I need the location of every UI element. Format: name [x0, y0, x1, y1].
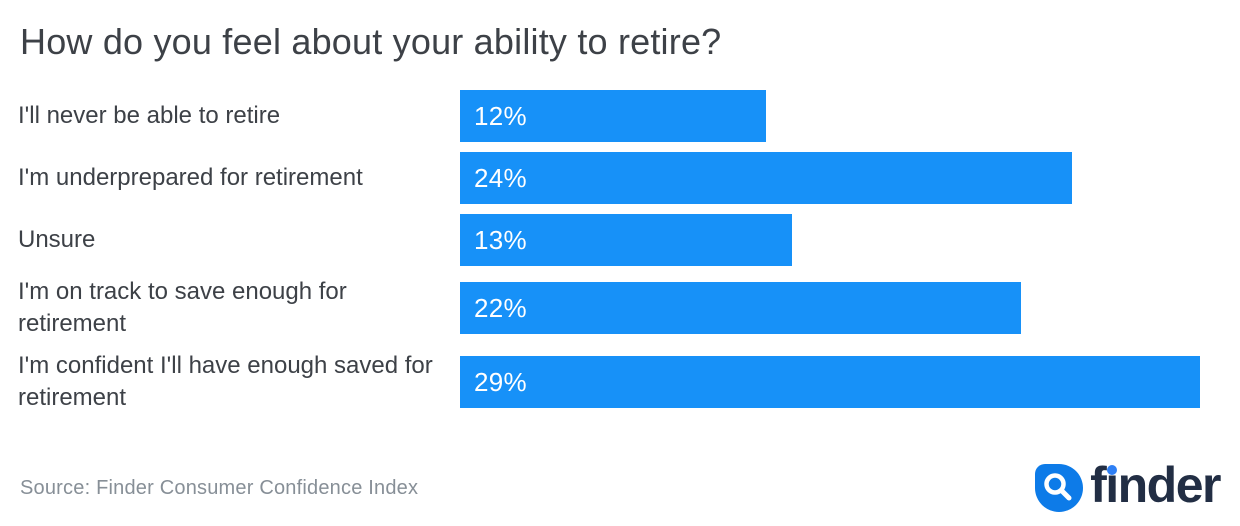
value-label: 29% [474, 366, 527, 397]
magnifier-drop-icon [1035, 464, 1084, 512]
category-label: I'll never be able to retire [18, 102, 281, 129]
category-label: I'm confident I'll have enough saved for… [18, 352, 433, 411]
chart-title: How do you feel about your ability to re… [20, 21, 722, 62]
category-label: I'm underprepared for retirement [18, 164, 363, 191]
wordmark-part: f [1090, 457, 1107, 513]
value-label: 12% [474, 100, 527, 131]
bar-area: 12% [460, 90, 1240, 142]
bar-area: 13% [460, 214, 1240, 266]
bar-chart: I'll never be able to retire 12% I'm under… [0, 90, 1240, 414]
bar: 24% [460, 152, 1072, 204]
wordmark-part: nder [1117, 457, 1222, 513]
value-label: 22% [474, 292, 527, 323]
bar-area: 22% [460, 282, 1240, 334]
category-label: Unsure [18, 226, 96, 253]
chart-row: Unsure 13% [0, 214, 1240, 266]
value-label: 13% [474, 224, 527, 255]
i-dot [1107, 465, 1118, 475]
chart-row: I'm on track to save enough for retireme… [0, 276, 1240, 340]
footer: Source: Finder Consumer Confidence Index… [0, 460, 1240, 512]
value-label: 24% [474, 162, 527, 193]
chart-row: I'll never be able to retire 12% [0, 90, 1240, 142]
bar: 29% [460, 356, 1200, 408]
chart-row: I'm underprepared for retirement 24% [0, 152, 1240, 204]
bar: 12% [460, 90, 766, 142]
source-caption: Source: Finder Consumer Confidence Index [20, 476, 419, 499]
wordmark-i: ı [1105, 460, 1119, 510]
bar: 13% [460, 214, 792, 266]
chart-rows: I'll never be able to retire 12% I'm under… [0, 90, 1240, 414]
brand-wordmark: fı nder [1090, 460, 1221, 510]
bar-area: 24% [460, 152, 1240, 204]
bar-area: 29% [460, 356, 1240, 408]
chart-row: I'm confident I'll have enough saved for… [0, 350, 1240, 414]
finder-logo: fı nder [1035, 460, 1222, 512]
bar: 22% [460, 282, 1021, 334]
category-label: I'm on track to save enough for retireme… [18, 278, 347, 337]
